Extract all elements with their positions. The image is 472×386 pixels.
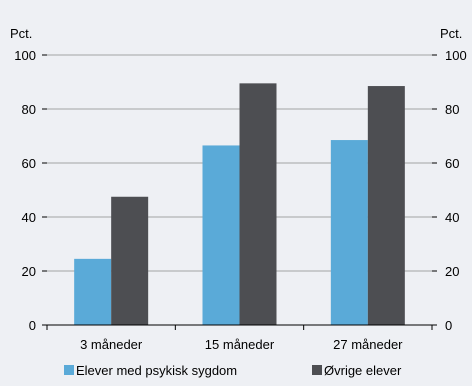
y-tick-label-right: 0 bbox=[445, 318, 452, 333]
legend-label: Øvrige elever bbox=[324, 363, 402, 378]
y-tick-label-right: 40 bbox=[445, 210, 459, 225]
y-tick-label-left: 60 bbox=[22, 156, 36, 171]
y-tick-label-right: 20 bbox=[445, 264, 459, 279]
tick-labels: 0 0 20 20 40 40 60 60 80 80 100 100 3 måneder 15 måne… bbox=[14, 48, 466, 352]
y-axis-left-unit-label: Pct. bbox=[10, 26, 32, 41]
legend-swatch bbox=[64, 365, 74, 375]
x-tick-label: 27 måneder bbox=[333, 337, 403, 352]
x-tick-label: 15 måneder bbox=[205, 337, 275, 352]
y-tick-label-left: 0 bbox=[29, 318, 36, 333]
bar bbox=[202, 145, 240, 325]
legend: Elever med psykisk sygdom Øvrige elever bbox=[64, 363, 402, 378]
bar bbox=[239, 83, 277, 325]
y-tick-label-right: 80 bbox=[445, 102, 459, 117]
bar bbox=[330, 140, 368, 325]
legend-label: Elever med psykisk sygdom bbox=[76, 363, 237, 378]
legend-swatch bbox=[312, 365, 322, 375]
bar bbox=[111, 196, 149, 325]
axes bbox=[42, 54, 437, 330]
y-tick-label-left: 20 bbox=[22, 264, 36, 279]
y-axis-right-unit-label: Pct. bbox=[440, 26, 462, 41]
bar bbox=[367, 86, 405, 325]
bars bbox=[74, 83, 405, 325]
y-tick-label-right: 60 bbox=[445, 156, 459, 171]
y-tick-label-left: 40 bbox=[22, 210, 36, 225]
y-tick-label-right: 100 bbox=[445, 48, 467, 63]
x-tick-label: 3 måneder bbox=[80, 337, 143, 352]
y-tick-label-left: 100 bbox=[14, 48, 36, 63]
bar bbox=[74, 258, 112, 325]
y-tick-label-left: 80 bbox=[22, 102, 36, 117]
